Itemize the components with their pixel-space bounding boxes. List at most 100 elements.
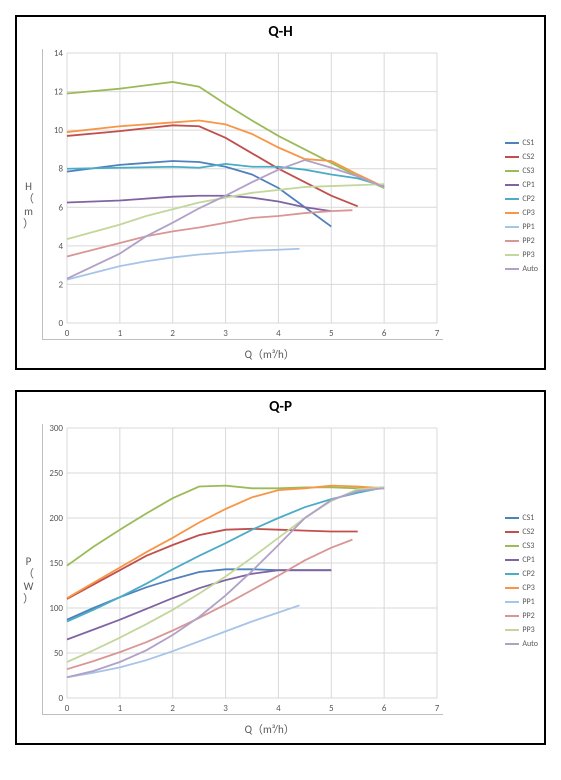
y-axis-char: m [24,206,33,218]
legend-item-PP1: PP1 [505,222,538,232]
x-axis-label-qp: Q（m³/h） [36,719,503,743]
y-axis-char: W [24,581,34,593]
plot-area-qh: 0123456702468101214 [42,49,443,340]
legend-label-CP3: CP3 [522,583,534,593]
legend-item-CS2: CS2 [505,152,538,162]
legend-label-CS1: CS1 [522,513,534,523]
legend-swatch-PP1 [505,226,519,228]
y-axis-char: ） [23,593,34,605]
legend-swatch-CP1 [505,559,519,561]
y-axis-label-qh: H（m） [17,43,36,368]
legend-item-PP3: PP3 [505,250,538,260]
legend-label-CS1: CS1 [522,138,534,148]
legend-label-Auto: Auto [522,639,538,649]
y-axis-label-qp: P（W） [17,418,36,743]
svg-text:8: 8 [58,164,63,175]
legend-label-CP3: CP3 [522,208,534,218]
series-line-PP1 [67,249,300,280]
chart-title-qh: Q-H [17,17,544,43]
legend-item-PP3: PP3 [505,625,538,635]
series-line-CP1 [67,570,331,639]
legend-item-CS1: CS1 [505,513,538,523]
svg-text:5: 5 [329,328,334,339]
series-line-PP2 [67,540,352,670]
svg-text:0: 0 [65,703,70,714]
legend-label-PP2: PP2 [522,236,534,246]
svg-text:5: 5 [329,703,334,714]
legend-label-CS3: CS3 [522,541,534,551]
chart-panel-qh: Q-H H（m） 0123456702468101214 Q（m³/h） CS1… [15,15,546,370]
svg-text:50: 50 [54,648,64,659]
series-line-PP2 [67,210,352,256]
svg-text:0: 0 [58,318,63,329]
svg-text:0: 0 [65,328,70,339]
legend-item-CP1: CP1 [505,180,538,190]
svg-text:14: 14 [54,49,64,59]
plot-svg-qh: 0123456702468101214 [43,49,443,339]
legend-label-PP3: PP3 [522,250,534,260]
svg-text:12: 12 [54,87,64,98]
plot-area-qp: 01234567050100150200250300 [42,424,443,715]
legend-label-CP2: CP2 [522,569,534,579]
svg-text:6: 6 [382,703,387,714]
svg-text:1: 1 [118,703,123,714]
svg-text:7: 7 [435,703,440,714]
svg-text:150: 150 [49,558,63,569]
legend-item-PP2: PP2 [505,611,538,621]
svg-text:6: 6 [58,202,63,213]
legend-swatch-CP3 [505,587,519,589]
legend-item-CS1: CS1 [505,138,538,148]
legend-label-CP1: CP1 [522,555,534,565]
legend-label-Auto: Auto [522,264,538,274]
legend-label-CP1: CP1 [522,180,534,190]
y-axis-char: （ [23,193,34,205]
svg-text:0: 0 [58,693,63,704]
svg-text:4: 4 [276,703,281,714]
legend-label-PP1: PP1 [522,597,534,607]
svg-text:1: 1 [118,328,123,339]
legend-swatch-CS3 [505,170,519,172]
y-axis-char: ） [23,218,34,230]
svg-text:300: 300 [49,424,63,434]
legend-swatch-CP2 [505,573,519,575]
svg-text:2: 2 [170,703,175,714]
legend-swatch-PP1 [505,601,519,603]
svg-text:10: 10 [54,125,64,136]
svg-text:6: 6 [382,328,387,339]
chart-body-qp: P（W） 01234567050100150200250300 Q（m³/h） … [17,418,544,743]
legend-swatch-CP1 [505,184,519,186]
legend-swatch-PP3 [505,254,519,256]
legend-label-PP3: PP3 [522,625,534,635]
x-axis-label-qh: Q（m³/h） [36,344,503,368]
legend-swatch-CS2 [505,156,519,158]
legend-item-Auto: Auto [505,264,538,274]
legend-item-CP1: CP1 [505,555,538,565]
plot-svg-qp: 01234567050100150200250300 [43,424,443,714]
legend-swatch-PP2 [505,615,519,617]
legend-qh: CS1CS2CS3CP1CP2CP3PP1PP2PP3Auto [503,43,544,368]
legend-item-Auto: Auto [505,639,538,649]
legend-item-CS2: CS2 [505,527,538,537]
svg-text:2: 2 [58,279,63,290]
legend-label-CP2: CP2 [522,194,534,204]
legend-swatch-CS1 [505,517,519,519]
legend-item-CP2: CP2 [505,194,538,204]
y-axis-char: （ [23,568,34,580]
legend-swatch-CP3 [505,212,519,214]
chart-body-qh: H（m） 0123456702468101214 Q（m³/h） CS1CS2C… [17,43,544,368]
series-line-CS2 [67,529,358,599]
legend-swatch-CS3 [505,545,519,547]
svg-text:100: 100 [49,603,63,614]
legend-label-PP1: PP1 [522,222,534,232]
legend-swatch-Auto [505,643,519,645]
legend-item-CP2: CP2 [505,569,538,579]
legend-item-CP3: CP3 [505,208,538,218]
plot-wrap-qp: 01234567050100150200250300 Q（m³/h） [36,418,503,743]
plot-wrap-qh: 0123456702468101214 Q（m³/h） [36,43,503,368]
svg-text:4: 4 [58,241,63,252]
svg-text:3: 3 [223,703,228,714]
legend-swatch-PP3 [505,629,519,631]
legend-item-PP1: PP1 [505,597,538,607]
svg-text:250: 250 [49,468,63,479]
legend-swatch-CS1 [505,142,519,144]
